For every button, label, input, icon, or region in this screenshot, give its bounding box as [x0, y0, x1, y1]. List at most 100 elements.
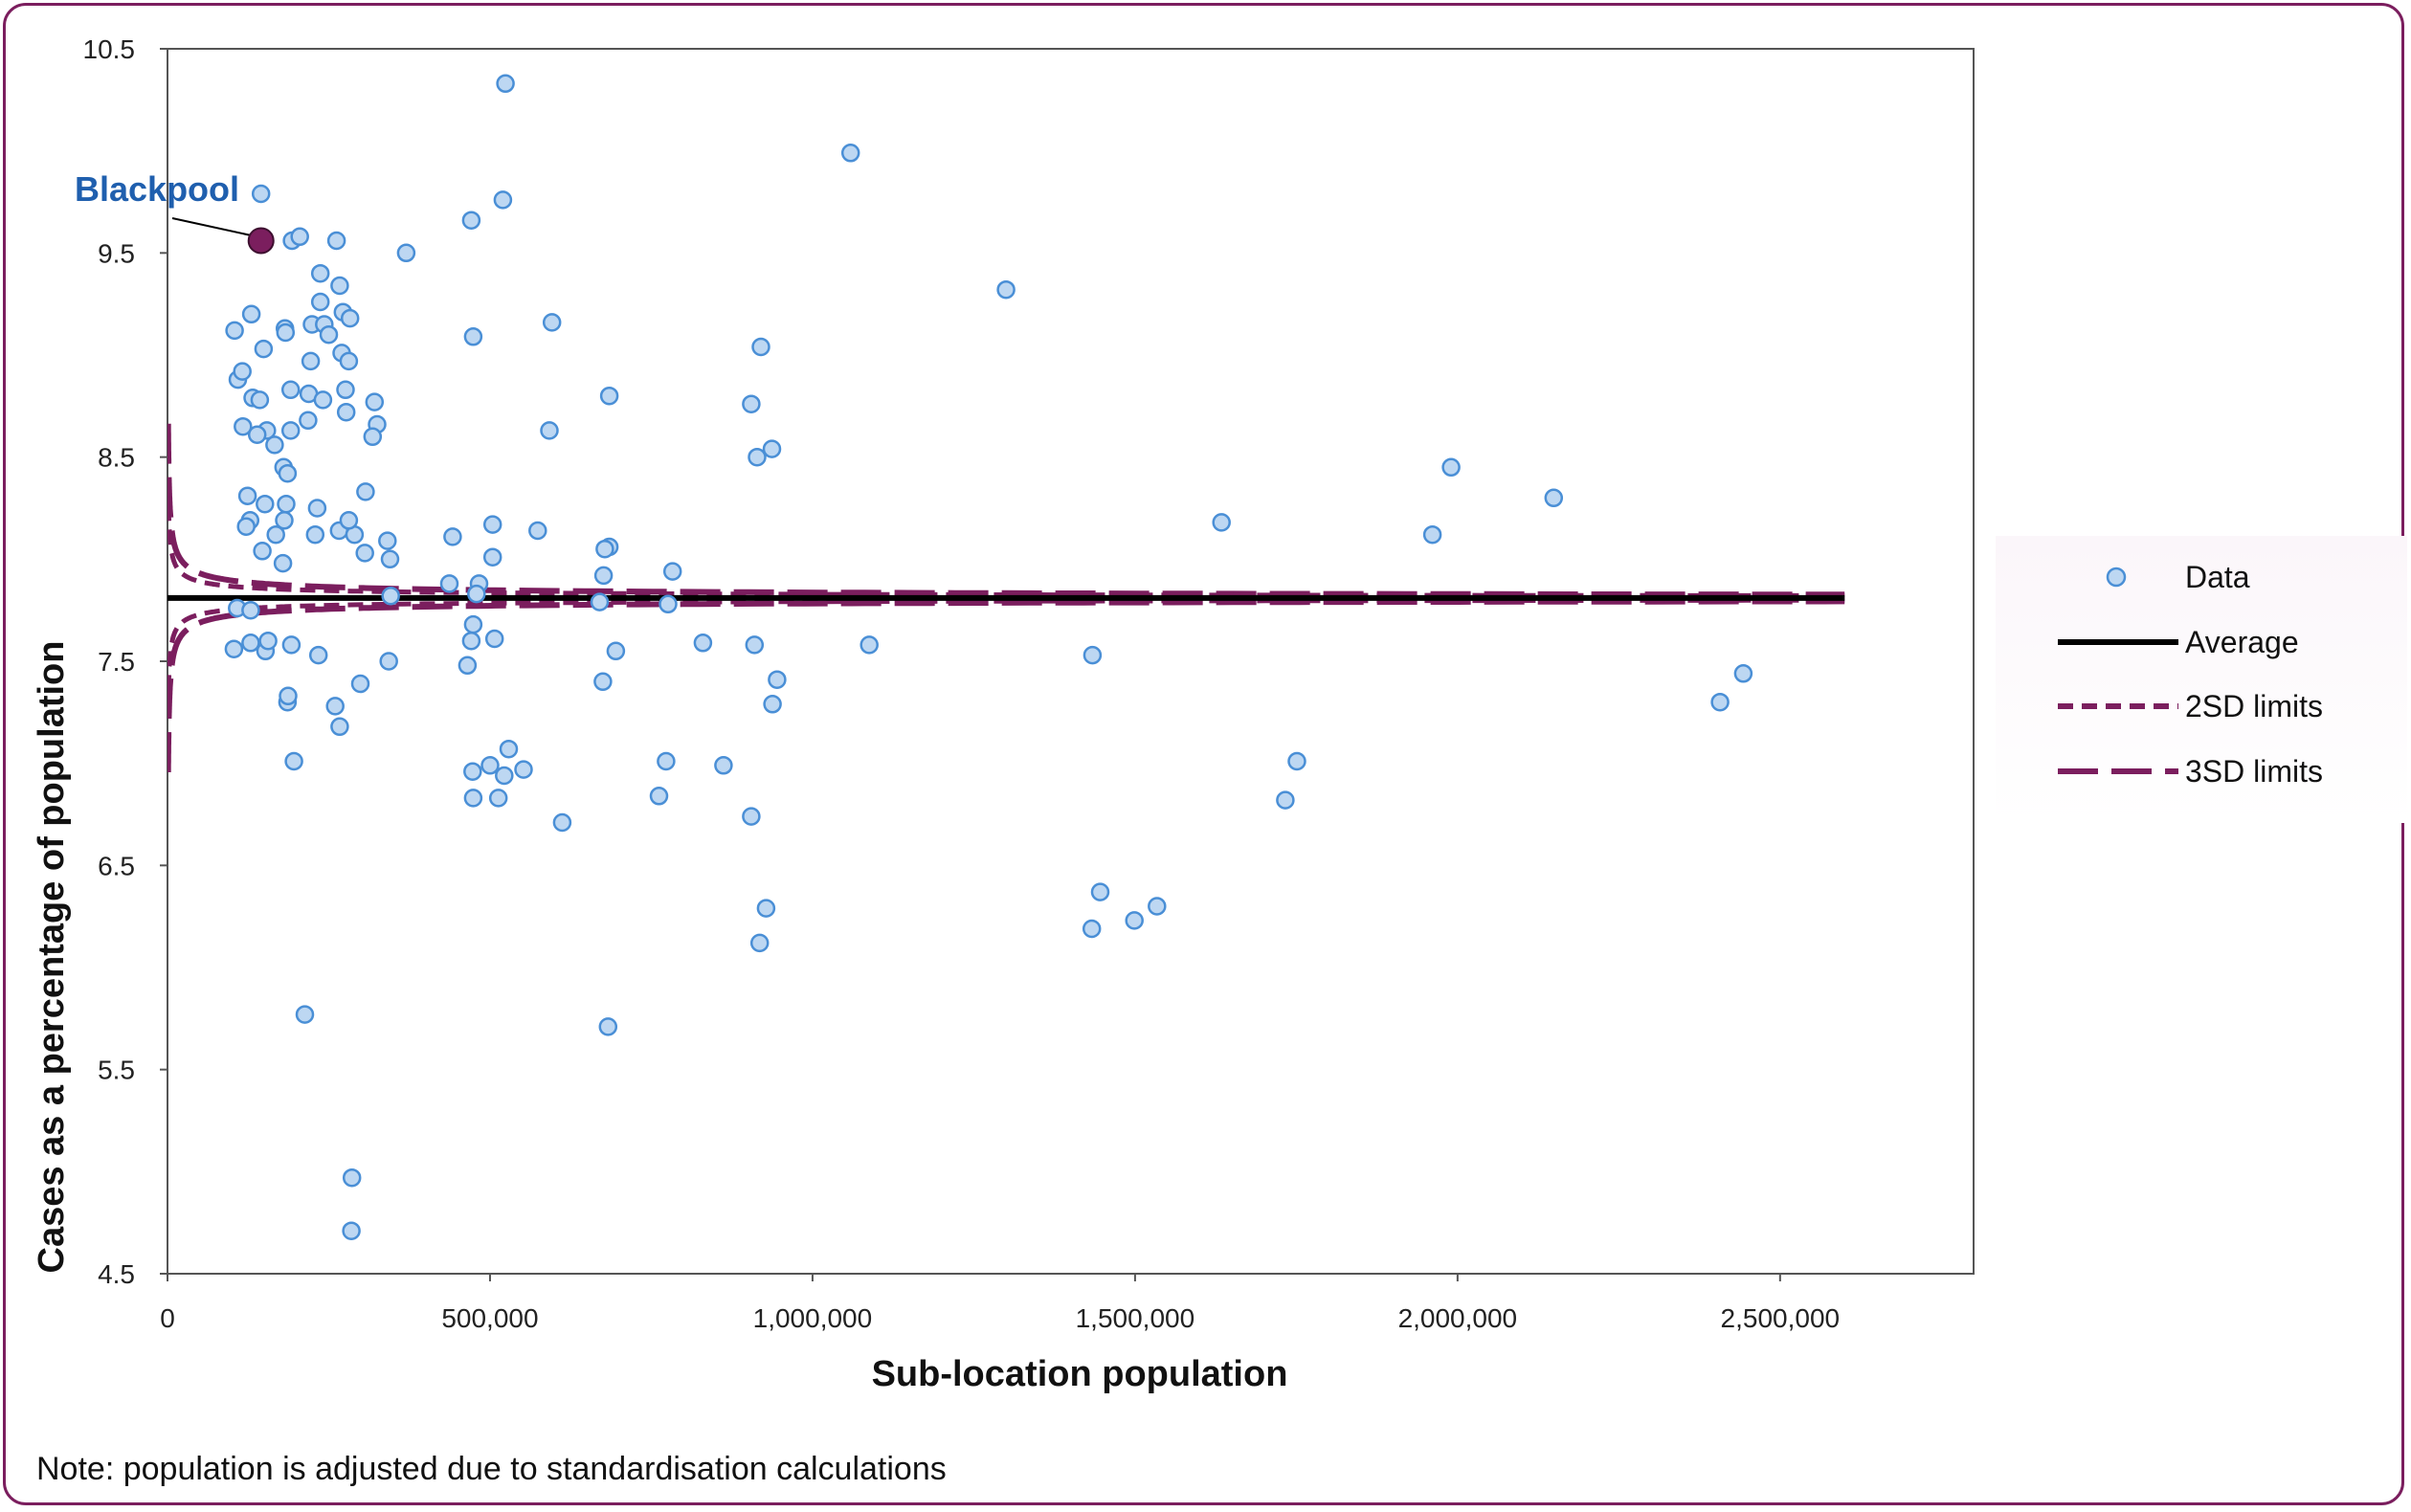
data-point — [380, 549, 400, 569]
x-tick-label: 1,500,000 — [1076, 1303, 1195, 1333]
data-point — [493, 190, 513, 210]
data-point — [276, 322, 296, 343]
data-point — [749, 933, 770, 953]
data-point — [598, 1017, 618, 1036]
data-point — [339, 351, 359, 371]
legend-item-3sd: 3SD limits — [2058, 754, 2323, 789]
data-point — [258, 631, 278, 651]
data-point — [233, 362, 252, 381]
x-tick-label: 500,000 — [441, 1303, 538, 1333]
data-point — [280, 421, 301, 440]
legend-label-average: Average — [2185, 625, 2299, 659]
data-point — [463, 327, 483, 346]
plot-border — [167, 48, 1975, 1275]
data-point — [480, 756, 500, 775]
data-point — [528, 521, 547, 541]
data-point — [756, 899, 776, 918]
data-point — [768, 670, 787, 689]
data-point — [330, 717, 349, 737]
data-point — [606, 641, 626, 661]
annotation-leader-line — [171, 217, 254, 237]
2sd-limit-upper — [167, 481, 1845, 598]
legend-item-average: Average — [2058, 625, 2299, 659]
data-point — [241, 304, 261, 324]
data-point — [458, 656, 478, 676]
data-point — [482, 515, 502, 534]
y-tick-label: 10.5 — [83, 34, 136, 64]
y-tick-label: 9.5 — [98, 238, 135, 268]
data-point — [484, 629, 504, 649]
data-point — [284, 751, 303, 771]
data-point — [1090, 882, 1110, 901]
data-point — [251, 184, 271, 204]
data-point — [542, 313, 562, 332]
x-axis-title: Sub-location population — [872, 1354, 1288, 1394]
data-point — [514, 760, 533, 779]
data-point — [278, 463, 298, 483]
data-point — [256, 494, 275, 514]
data-point — [307, 499, 327, 518]
data-point — [496, 74, 515, 94]
data-point — [379, 652, 398, 671]
data-point — [467, 584, 486, 604]
data-point — [1544, 488, 1564, 508]
y-tick-label: 7.5 — [98, 647, 135, 677]
data-point — [693, 634, 713, 653]
y-tick-label: 4.5 — [98, 1259, 135, 1289]
data-point — [305, 524, 325, 545]
y-tick-label: 8.5 — [98, 443, 135, 473]
data-point — [340, 308, 360, 328]
data-point — [275, 511, 294, 530]
control-limits — [167, 423, 1845, 772]
y-tick-label: 5.5 — [98, 1056, 135, 1085]
legend: Data Average 2SD limits 3SD limits — [2058, 560, 2323, 789]
data-point — [659, 594, 678, 614]
x-tick-label: 0 — [160, 1303, 175, 1333]
annotation-marker — [247, 227, 275, 255]
data-point — [443, 527, 462, 546]
data-point — [540, 421, 559, 440]
data-point — [254, 339, 274, 359]
data-point — [336, 380, 355, 400]
data-point — [290, 227, 309, 247]
data-point — [241, 600, 260, 620]
data-point — [495, 766, 514, 786]
data-point — [590, 592, 610, 611]
data-point — [342, 1167, 362, 1188]
y-tick-label: 6.5 — [98, 851, 135, 880]
data-point — [748, 447, 767, 467]
y-axis-title: Cases as a percentage of population — [32, 641, 72, 1274]
data-point — [1148, 897, 1167, 916]
data-point — [552, 812, 572, 833]
data-point — [762, 439, 782, 458]
data-point — [996, 279, 1016, 300]
data-point — [1733, 664, 1753, 683]
data-point — [593, 566, 614, 586]
data-point — [363, 427, 383, 447]
legend-item-2sd: 2SD limits — [2058, 689, 2323, 723]
data-point — [241, 634, 260, 653]
data-point — [1276, 790, 1295, 810]
data-point — [313, 390, 333, 410]
data-point — [342, 1221, 361, 1240]
data-point — [657, 751, 676, 771]
legend-label-2sd: 2SD limits — [2185, 689, 2323, 723]
data-point — [1082, 919, 1102, 939]
data-point — [319, 324, 339, 345]
data-point — [365, 392, 385, 411]
data-point — [265, 435, 284, 455]
data-point — [279, 686, 298, 706]
legend-panel — [1996, 536, 2407, 823]
data-point — [355, 544, 374, 563]
axes: 4.5 5.5 6.5 7.5 8.5 9.5 10.5 0 500,000 1,000,000 1… — [83, 34, 1841, 1333]
x-tick-label: 1,000,000 — [753, 1303, 873, 1333]
data-point — [339, 511, 359, 530]
data-point — [237, 486, 257, 505]
data-point — [840, 144, 860, 163]
data-point — [336, 402, 356, 422]
data-point — [310, 292, 330, 312]
data-point — [1441, 457, 1461, 478]
data-point — [1125, 911, 1144, 930]
data-point — [745, 635, 765, 655]
data-point — [330, 276, 349, 296]
